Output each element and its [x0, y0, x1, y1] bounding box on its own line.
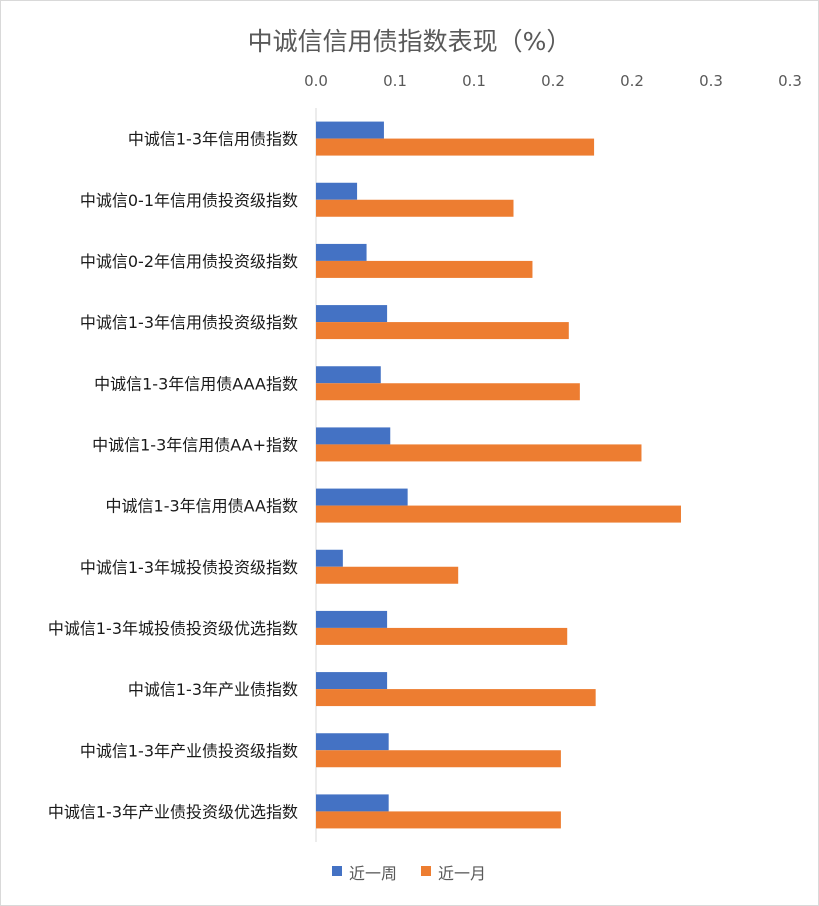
category-label: 中诚信1-3年产业债投资级优选指数 [48, 802, 298, 821]
category-label: 中诚信0-1年信用债投资级指数 [80, 191, 298, 210]
category-label: 中诚信1-3年信用债投资级指数 [80, 313, 298, 332]
bar-week [316, 794, 389, 812]
category-label: 中诚信1-3年信用债AA指数 [106, 497, 298, 516]
x-tick-label: 0.2 [541, 72, 565, 90]
category-label: 中诚信1-3年城投债投资级优选指数 [48, 619, 298, 638]
category-label: 中诚信1-3年产业债指数 [128, 680, 298, 699]
bar-week [316, 182, 358, 200]
bar-month [316, 383, 580, 401]
category-label: 中诚信1-3年信用债AAA指数 [94, 374, 298, 393]
category-label: 中诚信1-3年信用债指数 [128, 130, 298, 149]
bar-month [316, 627, 568, 645]
x-tick-label: 0.3 [699, 72, 723, 90]
legend-swatch [332, 866, 342, 876]
bar-week [316, 610, 388, 628]
bar-month [316, 260, 533, 278]
bar-month [316, 811, 561, 829]
bar-month [316, 322, 569, 340]
category-label: 中诚信1-3年信用债AA+指数 [92, 435, 298, 454]
bar-month [316, 750, 561, 768]
x-tick-label: 0.1 [383, 72, 407, 90]
category-label: 中诚信0-2年信用债投资级指数 [80, 252, 298, 271]
bar-week [316, 733, 389, 751]
bar-week [316, 427, 391, 445]
bar-week [316, 366, 381, 384]
x-tick-label: 0.1 [462, 72, 486, 90]
bar-week [316, 305, 388, 323]
bar-week [316, 243, 367, 261]
legend-swatch [421, 866, 431, 876]
x-tick-label: 0.0 [304, 72, 328, 90]
bar-month [316, 689, 596, 707]
bar-month [316, 566, 459, 584]
bar-week [316, 672, 388, 690]
bar-week [316, 549, 343, 567]
legend-label: 近一周 [349, 864, 397, 883]
legend-label: 近一月 [438, 864, 486, 883]
bar-month [316, 444, 642, 462]
bar-month [316, 505, 681, 523]
bar-month [316, 138, 595, 156]
category-label: 中诚信1-3年城投债投资级指数 [80, 558, 298, 577]
chart-title: 中诚信信用债指数表现（%） [247, 27, 572, 56]
x-tick-label: 0.2 [620, 72, 644, 90]
bar-month [316, 199, 514, 217]
category-label: 中诚信1-3年产业债投资级指数 [80, 741, 298, 760]
bar-week [316, 488, 408, 506]
bar-week [316, 121, 384, 139]
x-tick-label: 0.3 [778, 72, 802, 90]
